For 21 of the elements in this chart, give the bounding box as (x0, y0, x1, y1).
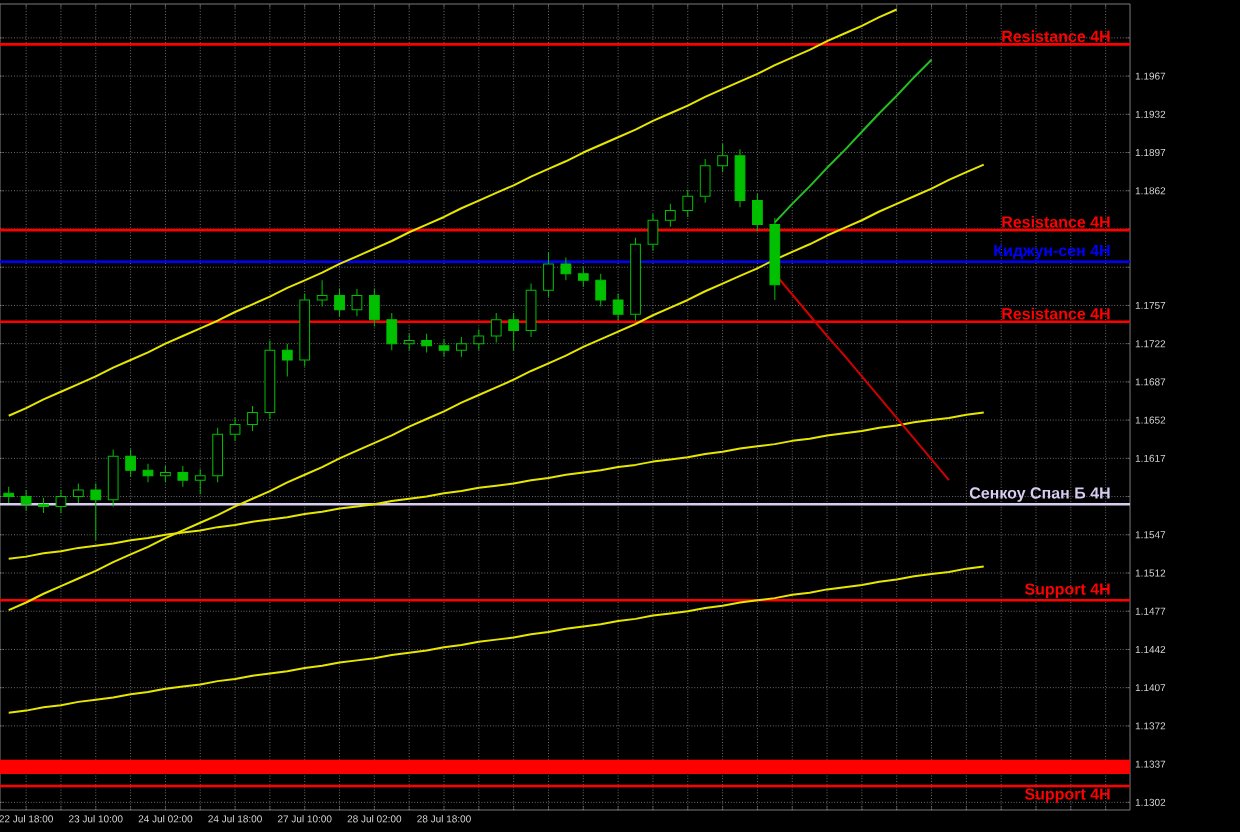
candlestick (142, 463, 154, 483)
candlestick (612, 292, 624, 322)
ref-line-label: Resistance 4H (1002, 307, 1110, 320)
candlestick (438, 338, 450, 358)
candlestick (316, 279, 328, 308)
ref-line-label: Resistance 4H (1002, 30, 1110, 43)
ref-line-label: Support 4H (1024, 583, 1110, 598)
candlestick (55, 489, 67, 514)
ref-line-label: Support 4H (1024, 788, 1110, 803)
candlestick (734, 148, 746, 208)
ref-line-label: Resistance 4H (1002, 215, 1110, 228)
ref-line-label: Киджун-сен 4H (994, 245, 1110, 260)
candlestick (525, 283, 537, 338)
candlestick (351, 288, 363, 317)
line-series (7, 565, 985, 714)
ref-line-label: Сенкоу Спан Б 4H (969, 487, 1110, 502)
candlestick (264, 339, 276, 420)
candlestick (229, 417, 241, 442)
candlestick (647, 213, 659, 252)
candlestick (560, 256, 572, 281)
candlestick (20, 489, 32, 512)
